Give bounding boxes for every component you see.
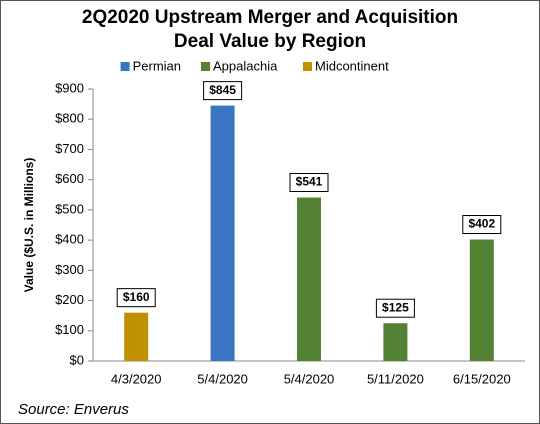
x-tick-label: 5/11/2020	[367, 371, 424, 386]
value-label: $845	[209, 83, 236, 97]
y-tick-label: $0	[70, 352, 84, 367]
value-label-box	[203, 81, 243, 101]
y-tick-label: $900	[55, 80, 84, 95]
bar	[124, 312, 149, 361]
chart-title: Deal Value by Region	[174, 31, 366, 52]
source: Source: Enverus	[18, 401, 129, 418]
legend-swatch	[303, 62, 312, 71]
bar	[297, 197, 321, 361]
value-label-box	[116, 288, 156, 308]
chart-title: 2Q2020 Upstream Merger and Acquisition	[82, 7, 458, 28]
bar	[469, 239, 494, 361]
legend-swatch	[120, 62, 130, 71]
x-tick-label: 5/4/2020	[197, 371, 248, 386]
y-tick-label: $100	[55, 322, 84, 337]
value-label-box	[375, 298, 415, 318]
legend-label: Permian	[133, 58, 181, 73]
legend-label: Appalachia	[213, 58, 278, 73]
y-tick-label: $400	[55, 232, 84, 247]
y-tick-label: $700	[55, 141, 84, 156]
y-tick-label: $500	[55, 201, 84, 216]
y-axis-title: Value ($U.S. in Millions)	[22, 158, 36, 293]
bar	[383, 323, 408, 361]
y-tick-label: $200	[55, 292, 84, 307]
y-tick-label: $300	[55, 262, 84, 277]
y-tick-label: $800	[55, 111, 84, 126]
value-label: $160	[123, 290, 150, 304]
value-label: $125	[382, 300, 409, 314]
legend-label: Midcontinent	[315, 58, 389, 73]
y-tick-label: $600	[55, 171, 84, 186]
bar	[210, 105, 235, 361]
value-label-box	[289, 172, 329, 192]
legend-swatch	[201, 62, 210, 71]
x-tick-label: 4/3/2020	[111, 371, 162, 386]
x-tick-label: 5/4/2020	[284, 371, 335, 386]
x-tick-label: 6/15/2020	[453, 371, 511, 386]
value-label: $402	[468, 217, 495, 231]
value-label: $541	[296, 175, 323, 189]
value-label-box	[462, 215, 502, 235]
